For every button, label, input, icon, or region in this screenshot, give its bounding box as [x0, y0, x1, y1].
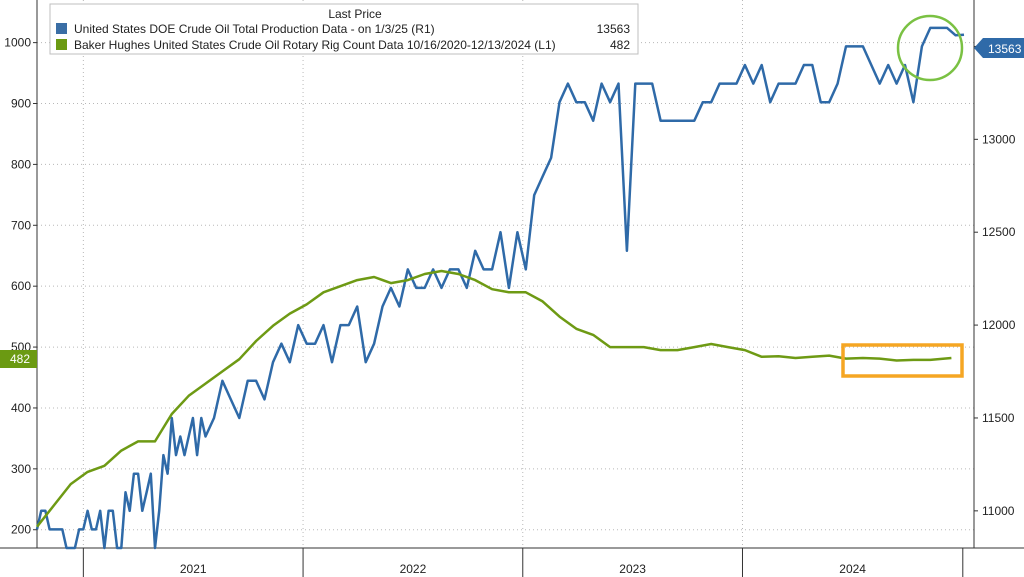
x-tick-label-2022: 2022: [400, 562, 427, 576]
right-tick-label-13000: 13000: [982, 132, 1016, 146]
x-tick-label-2024: 2024: [839, 562, 866, 576]
right-tick-label-11500: 11500: [982, 411, 1015, 425]
legend-swatch-production: [56, 23, 67, 34]
left-tick-label-900: 900: [11, 97, 31, 111]
legend-value-production: 13563: [597, 22, 631, 36]
legend-value-rig-count: 482: [610, 38, 630, 52]
series-line-0: [35, 26, 965, 550]
legend-box: [49, 3, 639, 55]
x-tick-label-2023: 2023: [619, 562, 646, 576]
left-tick-label-600: 600: [11, 279, 31, 293]
left-flag-text: 482: [10, 352, 30, 366]
left-tick-label-400: 400: [11, 401, 31, 415]
plot-area: [37, 0, 974, 548]
right-flag-shape: [974, 38, 1024, 58]
highlight-box: [841, 343, 964, 378]
right-value-flag: 13563: [974, 38, 1024, 58]
series-line-1: [36, 269, 952, 528]
legend-swatch-rig-count: [56, 39, 67, 50]
left-value-flag: 482: [0, 350, 37, 368]
x-axis: 2021 2022 2023 2024: [0, 547, 1024, 577]
right-axis: 110001150012000125001300013500: [973, 0, 1016, 548]
left-tick-label-200: 200: [11, 523, 31, 537]
series-layer: [35, 26, 965, 550]
right-tick-label-12000: 12000: [982, 318, 1016, 332]
highlight-circle: [896, 14, 964, 82]
left-tick-label-1000: 1000: [4, 36, 31, 50]
right-tick-label-12500: 12500: [982, 225, 1016, 239]
right-tick-label-11000: 11000: [982, 504, 1015, 518]
legend: Last Price United States DOE Crude Oil T…: [49, 3, 639, 55]
x-tick-label-2021: 2021: [180, 562, 207, 576]
legend-title: Last Price: [328, 7, 382, 21]
left-tick-label-800: 800: [11, 157, 31, 171]
legend-label-production: United States DOE Crude Oil Total Produc…: [74, 22, 435, 36]
left-tick-label-700: 700: [11, 218, 31, 232]
left-flag-shape: [0, 350, 37, 368]
left-tick-label-300: 300: [11, 462, 31, 476]
legend-label-rig-count: Baker Hughes United States Crude Oil Rot…: [74, 38, 556, 52]
right-flag-text: 13563: [988, 42, 1022, 56]
